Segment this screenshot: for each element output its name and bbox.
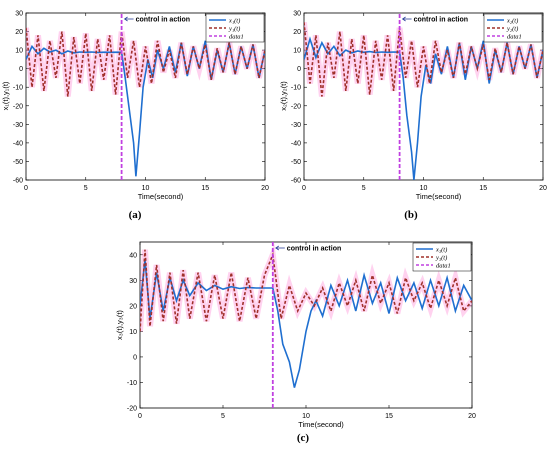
y-tick-label: -60 xyxy=(291,178,301,185)
chart-panel-2: 0 5 10 15 20 30 20 10 0 -10 -20 -30 -40 -50 -60 Time(se… xyxy=(279,11,547,202)
series-group xyxy=(140,242,472,408)
y-tick-label: -30 xyxy=(291,122,301,129)
y-tick-label: 0 xyxy=(297,66,301,73)
series-line-y xyxy=(26,27,265,97)
y-tick-label: 30 xyxy=(15,11,23,18)
y-tick-label: 40 xyxy=(129,252,137,259)
y-tick-label: -50 xyxy=(291,159,301,166)
x-axis-label: Time(second) xyxy=(298,420,344,429)
y-tick-label: 0 xyxy=(133,354,137,361)
panel-label: (a) xyxy=(129,209,142,221)
y-tick-label: -20 xyxy=(13,103,23,110)
y-tick-label: 20 xyxy=(15,29,23,36)
y-tick-label: -10 xyxy=(291,85,301,92)
x-tick-label: 5 xyxy=(362,185,366,192)
x-tick-label: 5 xyxy=(84,185,88,192)
chart-panel-1: 0 5 10 15 20 30 20 10 0 -10 -20 -30 -40 -50 -60 Time(se… xyxy=(1,11,269,202)
y-tick-label: -50 xyxy=(13,159,23,166)
y-tick-label: 10 xyxy=(293,48,301,55)
legend-label: x₃(t) xyxy=(435,247,447,254)
annotation-arrowhead xyxy=(275,245,280,251)
series-line-x xyxy=(304,36,543,180)
x-tick-label: 15 xyxy=(479,185,487,192)
legend-label: data1 xyxy=(436,263,451,270)
y-tick-label: -40 xyxy=(13,140,23,147)
annotation-text: control in action xyxy=(136,17,190,24)
y-tick-label: -60 xyxy=(13,178,23,185)
panel-label: (c) xyxy=(297,432,310,444)
x-tick-label: 0 xyxy=(24,185,28,192)
legend-label: data1 xyxy=(507,34,522,41)
series-group xyxy=(304,13,543,180)
x-tick-label: 20 xyxy=(468,413,476,420)
annotation-arrowhead xyxy=(123,16,128,22)
legend-label: y₃(t) xyxy=(435,255,447,262)
y-axis-label: x₁(t),y₁(t) xyxy=(1,81,10,110)
panel-label: (b) xyxy=(404,209,418,221)
series-line-x xyxy=(26,40,265,177)
x-tick-label: 0 xyxy=(138,413,142,420)
legend-label: data1 xyxy=(229,34,244,41)
y-tick-label: 20 xyxy=(129,303,137,310)
x-axis-label: Time(second) xyxy=(416,192,462,201)
y-tick-label: 10 xyxy=(15,48,23,55)
x-tick-label: 10 xyxy=(142,185,150,192)
legend-label: x₁(t) xyxy=(228,18,240,25)
x-tick-label: 20 xyxy=(261,185,269,192)
x-tick-label: 10 xyxy=(420,185,428,192)
x-tick-label: 15 xyxy=(201,185,209,192)
x-tick-label: 0 xyxy=(302,185,306,192)
legend-label: x₂(t) xyxy=(506,18,518,25)
y-tick-label: -30 xyxy=(13,122,23,129)
y-tick-label: 20 xyxy=(293,29,301,36)
y-tick-label: -20 xyxy=(291,103,301,110)
y-axis-label: x₃(t),y₃(t) xyxy=(115,310,124,340)
y-tick-label: 30 xyxy=(293,11,301,18)
y-tick-label: 30 xyxy=(129,278,137,285)
x-axis-label: Time(second) xyxy=(138,192,184,201)
x-tick-label: 5 xyxy=(221,413,225,420)
x-tick-label: 20 xyxy=(539,185,547,192)
y-tick-label: -40 xyxy=(291,140,301,147)
y-tick-label: -10 xyxy=(13,85,23,92)
legend-label: y₁(t) xyxy=(228,26,240,33)
y-tick-label: -20 xyxy=(127,406,137,413)
y-tick-label: 10 xyxy=(129,329,137,336)
annotation-text: control in action xyxy=(414,17,468,24)
series-line-y xyxy=(140,249,472,332)
annotation-text: control in action xyxy=(287,246,341,253)
legend-box xyxy=(412,242,472,272)
x-tick-label: 15 xyxy=(385,413,393,420)
y-tick-label: -10 xyxy=(127,380,137,387)
series-group xyxy=(26,13,265,180)
y-tick-label: 0 xyxy=(19,66,23,73)
series-line-y xyxy=(304,22,543,97)
chart-panel-3: 0 5 10 15 20 40 30 20 10 0 -10 -20 Time(second) x₃(t)… xyxy=(115,241,476,429)
legend-label: y₂(t) xyxy=(506,26,518,33)
x-tick-label: 10 xyxy=(302,413,310,420)
series-line-x xyxy=(140,259,472,388)
annotation-arrowhead xyxy=(401,16,406,22)
y-axis-label: x₂(t),y₂(t) xyxy=(279,81,288,111)
